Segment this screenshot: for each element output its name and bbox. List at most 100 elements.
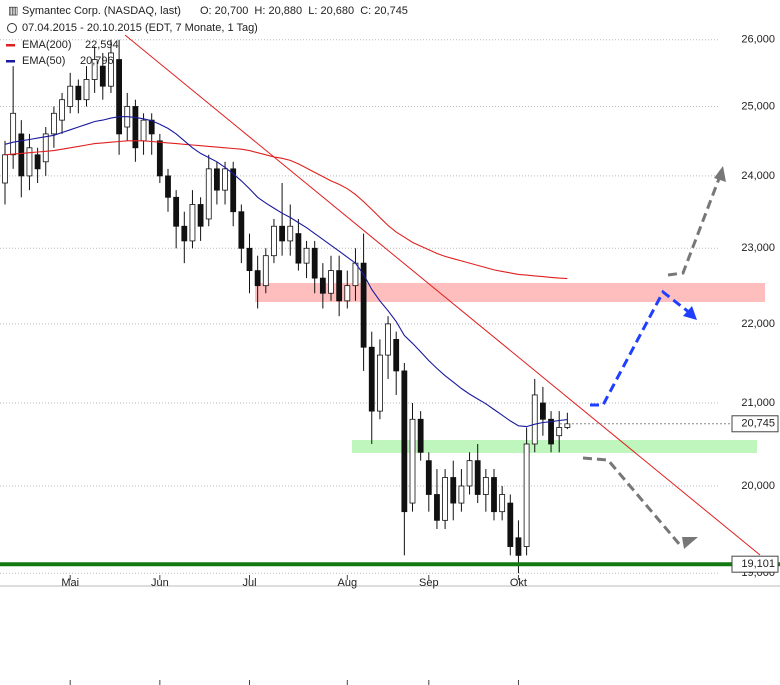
y-tick-label: 24,000 <box>741 170 775 182</box>
candle-body <box>279 225 286 242</box>
candle-body <box>482 477 489 495</box>
trendline <box>124 34 761 556</box>
candle-body <box>556 427 563 437</box>
candle-body <box>108 52 114 87</box>
candle-body <box>295 233 302 264</box>
candle-body <box>450 477 457 504</box>
legend-value: 22,594 <box>85 39 119 51</box>
x-tick-label: Jun <box>151 577 169 589</box>
candle-body <box>507 502 514 547</box>
ohlc: O: 20,700 H: 20,880 L: 20,680 C: 20,745 <box>200 5 408 17</box>
candle-body <box>148 119 155 135</box>
ema-line <box>4 116 568 428</box>
candle-body <box>51 112 57 135</box>
candle-body <box>26 147 33 177</box>
candle-body <box>83 79 90 101</box>
y-tick-label: 21,000 <box>741 397 775 409</box>
support-label: 19,101 <box>741 558 775 570</box>
candle-body <box>67 85 74 107</box>
candle-body <box>401 370 408 513</box>
candle-body <box>254 270 261 287</box>
candle-body <box>75 85 82 101</box>
legend-value: 20,796 <box>80 55 114 67</box>
candle-body <box>425 460 432 495</box>
projection-gray-down <box>582 456 689 547</box>
candle-body <box>213 168 220 191</box>
candle-body <box>491 477 497 513</box>
candle-body <box>336 270 343 302</box>
x-tick-label: Okt <box>510 577 527 589</box>
candle-body <box>173 196 180 227</box>
candle-body <box>222 168 228 191</box>
price-box <box>731 415 779 433</box>
candle-body <box>59 99 65 121</box>
y-tick-label: 20,000 <box>741 480 775 492</box>
arrowhead <box>682 537 698 549</box>
last-price-label: 20,745 <box>741 418 775 430</box>
candle-body <box>156 140 163 177</box>
candle-body <box>205 168 212 220</box>
candle-body <box>531 394 538 445</box>
date-range: 07.04.2015 - 20.10.2015 (EDT, 7 Monate, … <box>22 22 258 34</box>
candle-body <box>132 106 139 149</box>
projection-gray-up <box>667 175 722 277</box>
arrowhead <box>683 306 697 320</box>
candle-body <box>523 443 530 547</box>
candle-body <box>328 270 334 294</box>
separator <box>0 585 780 587</box>
candle-body <box>442 477 449 521</box>
candle-body <box>540 402 546 420</box>
candle-body <box>42 133 49 163</box>
x-tick-label: Jul <box>242 577 256 589</box>
candle-body <box>376 354 383 412</box>
candle-body <box>262 255 269 287</box>
legend-swatch <box>6 44 15 47</box>
candle-body <box>474 460 481 495</box>
legend-name: EMA(50) <box>22 55 65 67</box>
candle-body <box>515 537 522 556</box>
ema-line <box>4 140 568 280</box>
candle-body <box>246 247 253 272</box>
candle-body <box>385 323 391 356</box>
candle-body <box>287 225 294 242</box>
y-tick-label: 22,000 <box>741 318 775 330</box>
candle-body <box>303 247 310 264</box>
x-tick-label: Sep <box>419 577 439 589</box>
candle-body <box>311 247 318 279</box>
candle-body <box>238 211 245 249</box>
candle-body <box>417 418 424 453</box>
legend-name: EMA(200) <box>22 39 72 51</box>
candle-body <box>499 494 506 513</box>
candle-body <box>99 65 106 87</box>
candle-body <box>34 154 41 170</box>
arrowhead <box>714 166 726 182</box>
candle-body <box>368 346 375 412</box>
legend-swatch <box>6 60 15 63</box>
candle-body <box>548 418 554 445</box>
candle-body <box>319 277 326 294</box>
candle-body <box>271 225 277 257</box>
support-zone <box>352 440 757 453</box>
candle-body <box>409 418 416 504</box>
candle-body <box>360 262 367 348</box>
candle-body <box>2 154 8 184</box>
candle-body <box>189 204 196 242</box>
x-tick-label: Aug <box>338 577 358 589</box>
candle-body <box>165 175 171 198</box>
instrument: Symantec Corp. (NASDAQ, last) <box>22 5 181 17</box>
candle-body <box>91 59 98 80</box>
candle-body <box>564 423 571 428</box>
candle-body <box>393 339 400 372</box>
x-tick-label: Mai <box>61 577 79 589</box>
candle-body <box>352 262 359 287</box>
candle-body <box>197 204 204 227</box>
y-tick-label: 25,000 <box>741 100 775 112</box>
candle-body <box>230 168 237 213</box>
price-box <box>731 555 779 573</box>
candle-body <box>434 494 440 521</box>
y-tick-label: 23,000 <box>741 242 775 254</box>
candle-body <box>18 133 25 177</box>
clock-icon <box>7 23 17 33</box>
candle-body <box>181 225 188 242</box>
